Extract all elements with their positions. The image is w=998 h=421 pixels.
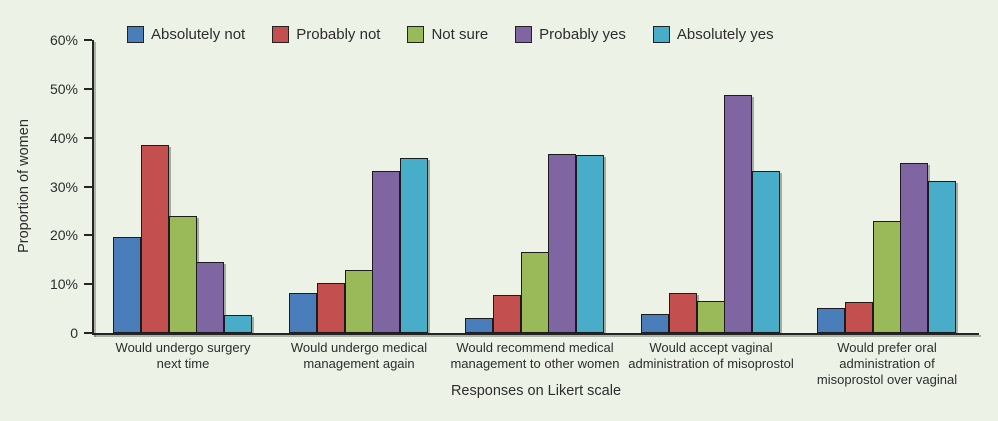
bar-absolutely-not <box>641 313 669 333</box>
legend-item: Probably yes <box>515 26 626 43</box>
y-tick-label: 50% <box>49 80 78 97</box>
y-tick-label: 60% <box>49 32 78 48</box>
x-category-label-line: Would undergo medical <box>290 340 428 355</box>
bar-probably-yes <box>372 170 401 333</box>
bar-probably-not <box>492 295 521 333</box>
x-category-label-line: administration of <box>839 356 935 371</box>
bar-not-sure <box>168 215 197 333</box>
x-category-label: Would undergo surgery next time <box>78 340 288 372</box>
y-tick-mark <box>84 87 92 90</box>
legend-label: Absolutely not <box>151 26 246 43</box>
legend-label: Absolutely yes <box>676 26 774 43</box>
x-category-label-line: management to other women <box>450 356 620 371</box>
bar-probably-yes <box>548 154 577 333</box>
bar-probably-not <box>140 144 169 333</box>
bar-absolutely-yes <box>224 314 253 333</box>
y-tick-mark <box>84 234 92 237</box>
bar-absolutely-not <box>113 237 141 333</box>
y-tick-label: 0 <box>70 325 78 341</box>
x-axis-title: Responses on Likert scale <box>450 383 622 399</box>
bar-probably-yes <box>196 262 225 333</box>
y-tick-mark <box>84 332 92 334</box>
legend-item: Not sure <box>407 26 488 43</box>
bar-probably-yes <box>900 162 929 333</box>
bar-not-sure <box>520 252 549 333</box>
y-tick-mark <box>84 39 92 41</box>
x-category-label-line: Would prefer oral <box>837 340 937 355</box>
y-tick-label: 30% <box>49 178 78 195</box>
chart-legend: Absolutely not Probably not Not sure Probab… <box>127 26 774 43</box>
legend-swatch-0 <box>127 26 144 43</box>
x-category-label-line: Would recommend medical <box>456 340 614 355</box>
x-category-label: Would undergo medical management again <box>254 340 464 372</box>
legend-swatch-2 <box>407 26 425 43</box>
x-category-label-line: Would accept vaginal <box>649 340 773 355</box>
y-tick-mark <box>84 283 92 286</box>
x-category-label-line: administration of misoprostol <box>628 356 794 371</box>
bar-absolutely-not <box>289 292 317 333</box>
bar-not-sure <box>696 301 725 333</box>
bar-absolutely-yes <box>576 154 605 333</box>
bar-absolutely-yes <box>752 171 781 333</box>
x-category-label: Would prefer oral administration of misopr… <box>782 340 992 388</box>
x-category-label: Would accept vaginal administration of mi… <box>606 340 816 372</box>
x-axis-line <box>92 333 979 335</box>
y-axis-title: Proportion of women <box>16 119 32 253</box>
bar-probably-not <box>668 292 697 333</box>
bar-not-sure <box>344 270 373 333</box>
bar-probably-not <box>844 302 873 333</box>
y-tick-label: 40% <box>49 129 78 146</box>
legend-swatch-3 <box>515 26 533 43</box>
legend-item: Probably not <box>272 26 380 43</box>
bar-absolutely-not <box>817 308 845 333</box>
y-tick-mark <box>84 136 92 139</box>
y-tick-label: 10% <box>49 276 78 293</box>
bar-probably-yes <box>724 95 753 333</box>
y-tick-label: 20% <box>49 227 78 244</box>
y-tick-mark <box>84 185 92 188</box>
x-category-label-line: management again <box>303 356 415 371</box>
legend-label: Probably yes <box>539 26 626 43</box>
legend-item: Absolutely yes <box>652 26 774 43</box>
legend-label: Not sure <box>431 26 489 43</box>
bar-probably-not <box>316 283 345 333</box>
x-category-label-line: Would undergo surgery <box>115 340 251 355</box>
bar-absolutely-not <box>465 317 493 333</box>
bar-absolutely-yes <box>400 157 429 333</box>
legend-swatch-4 <box>652 26 670 43</box>
legend-label: Probably not <box>296 26 381 43</box>
bar-not-sure <box>872 220 901 333</box>
x-category-label-line: misoprostol over vaginal <box>816 372 958 387</box>
legend-swatch-1 <box>272 26 290 43</box>
x-category-label-line: next time <box>156 356 210 371</box>
legend-item: Absolutely not <box>127 26 245 43</box>
x-category-label: Would recommend medical management to oth… <box>430 340 640 372</box>
bar-absolutely-yes <box>928 180 957 333</box>
y-axis-line <box>92 40 94 335</box>
